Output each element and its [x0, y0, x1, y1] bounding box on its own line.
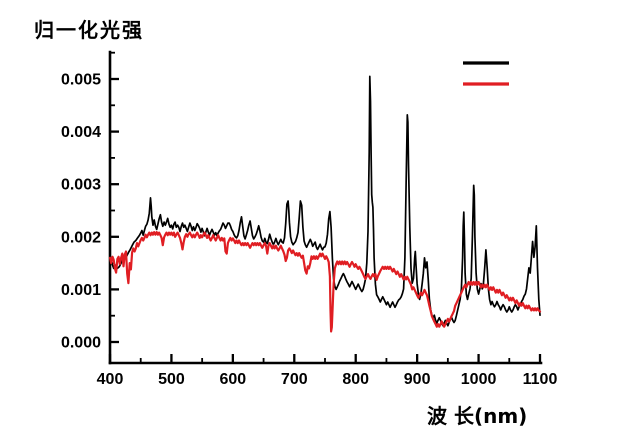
y-axis-title: 归一化光强	[34, 18, 144, 42]
y-tick-label: 0.004	[61, 124, 101, 141]
x-tick-label: 500	[158, 371, 185, 388]
x-tick-label: 400	[97, 371, 124, 388]
y-tick-label: 0.000	[61, 335, 101, 352]
x-tick-label: 1100	[523, 371, 558, 388]
y-tick-label: 0.002	[61, 229, 101, 246]
x-tick-label: 700	[281, 371, 308, 388]
x-axis-label: 波 长(nm)	[427, 404, 528, 428]
x-tick-label: 800	[342, 371, 369, 388]
x-tick-label: 1000	[461, 371, 497, 388]
y-tick-label: 0.001	[61, 282, 101, 299]
y-tick-label: 0.003	[61, 177, 101, 194]
x-tick-label: 600	[220, 371, 247, 388]
y-tick-label: 0.005	[61, 72, 101, 89]
x-tick-label: 900	[404, 371, 431, 388]
series_black-line	[109, 75, 541, 327]
series_red-line	[108, 231, 542, 333]
